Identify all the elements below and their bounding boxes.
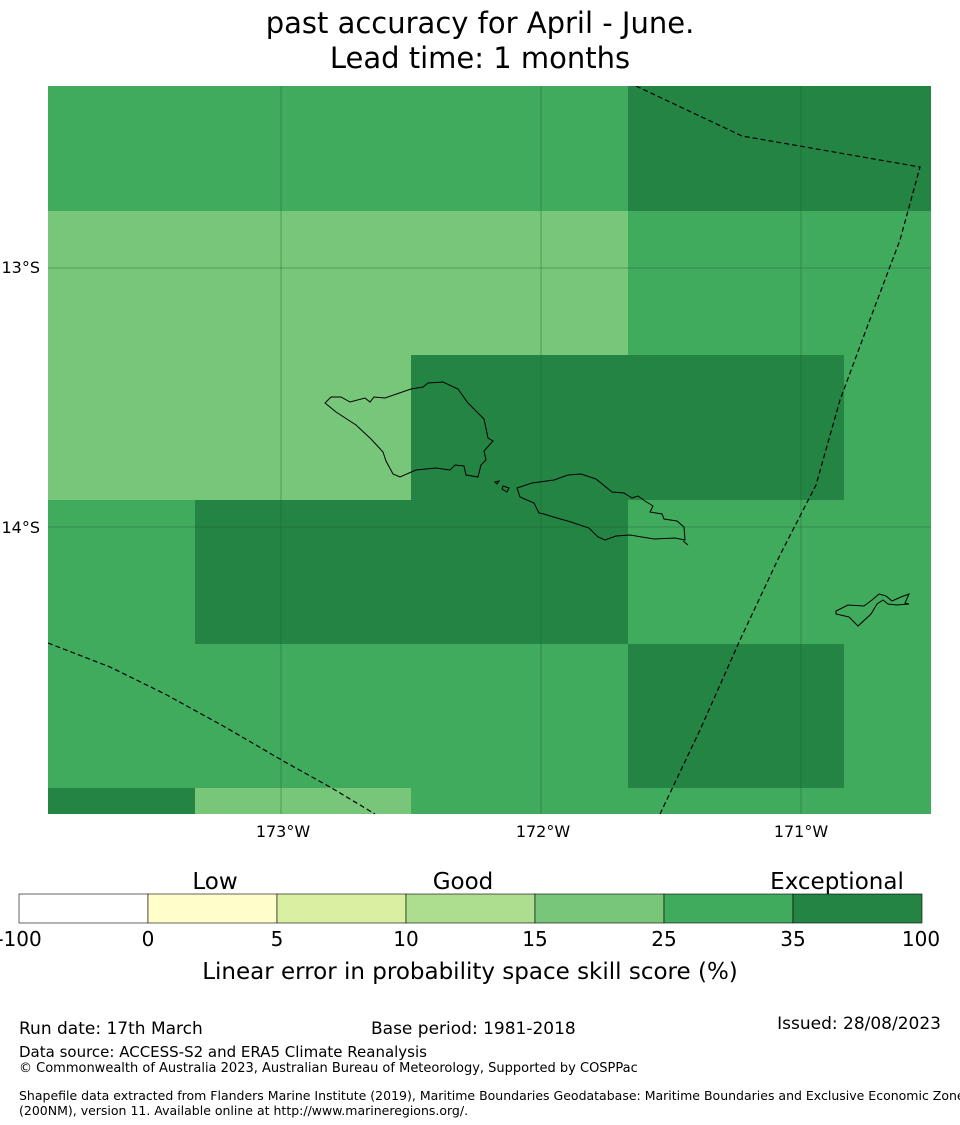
eez-boundary-southwest <box>48 642 376 814</box>
colorbar-tick-label: 5 <box>271 927 284 951</box>
colorbar-tick-label: 25 <box>651 927 676 951</box>
lon-label-173w: 173°W <box>256 822 311 841</box>
grid-cell <box>628 500 931 644</box>
coastlines <box>324 381 910 627</box>
colorbar-bin <box>534 893 665 924</box>
colorbar-bin <box>147 893 278 924</box>
shapefile-credit-line-2: (200NM), version 11. Available online at… <box>19 1103 469 1118</box>
grid-cell <box>48 355 411 500</box>
forecast-map: 13°S 14°S 173°W 172°W 171°W Low Good Exc… <box>0 86 940 985</box>
colorbar-bin <box>276 893 407 924</box>
grid-cell <box>48 644 628 788</box>
grid-cell <box>48 211 628 355</box>
grid-cell <box>48 86 628 211</box>
grid-cell <box>411 788 931 814</box>
grid-cell <box>628 644 844 788</box>
category-label-good: Good <box>433 869 494 895</box>
colorbar-bin <box>405 893 536 924</box>
data-source: Data source: ACCESS-S2 and ERA5 Climate … <box>19 1043 427 1061</box>
colorbar-bin <box>18 893 149 924</box>
colorbar-title: Linear error in probability space skill … <box>202 959 738 985</box>
eez-boundary-east <box>635 86 921 814</box>
apolima-islet <box>494 480 501 485</box>
colorbar-tick-label: 100 <box>902 927 940 951</box>
lon-label-172w: 172°W <box>516 822 571 841</box>
grid-cell <box>195 500 628 644</box>
map-title-line-3: Lead time: 1 months <box>329 41 631 75</box>
grid-cell <box>195 788 411 814</box>
run-date: Run date: 17th March <box>19 1019 203 1039</box>
colorbar-tick-label: 10 <box>393 927 418 951</box>
category-label-exceptional: Exceptional <box>770 869 904 895</box>
savaii-island <box>324 381 494 478</box>
colorbar-tick-label: 15 <box>522 927 547 951</box>
issued-date: Issued: 28/08/2023 <box>777 1014 941 1034</box>
colorbar-bins <box>18 893 923 924</box>
lat-label-13s: 13°S <box>1 258 40 277</box>
grid-cell <box>48 500 195 644</box>
skill-grid <box>48 86 931 814</box>
colorbar: Low Good Exceptional -100 0 5 10 15 25 3… <box>0 869 940 985</box>
maritime-boundaries <box>48 86 921 814</box>
tutuila-island <box>835 593 910 627</box>
graticule <box>48 86 931 814</box>
map-title-line-2: past accuracy for April - June. <box>265 6 695 40</box>
grid-cell <box>844 644 931 788</box>
colorbar-bin <box>792 893 923 924</box>
colorbar-tick-label: 0 <box>142 927 155 951</box>
upolu-tip <box>682 540 689 546</box>
base-period: Base period: 1981-2018 <box>371 1019 576 1039</box>
lat-label-14s: 14°S <box>1 518 40 537</box>
grid-cell <box>844 355 931 500</box>
colorbar-tick-label: 35 <box>780 927 805 951</box>
colorbar-bin <box>663 893 794 924</box>
colorbar-tick-label: -100 <box>0 927 42 951</box>
manono-islet <box>501 485 510 493</box>
grid-cell <box>628 86 931 211</box>
lon-label-171w: 171°W <box>774 822 829 841</box>
copyright: © Commonwealth of Australia 2023, Austra… <box>19 1061 638 1076</box>
upolu-island <box>516 473 686 541</box>
shapefile-credit-line-1: Shapefile data extracted from Flanders M… <box>19 1088 960 1103</box>
grid-cell <box>411 355 844 500</box>
grid-cell <box>48 788 195 814</box>
category-label-low: Low <box>192 869 237 895</box>
grid-cell <box>628 211 931 355</box>
